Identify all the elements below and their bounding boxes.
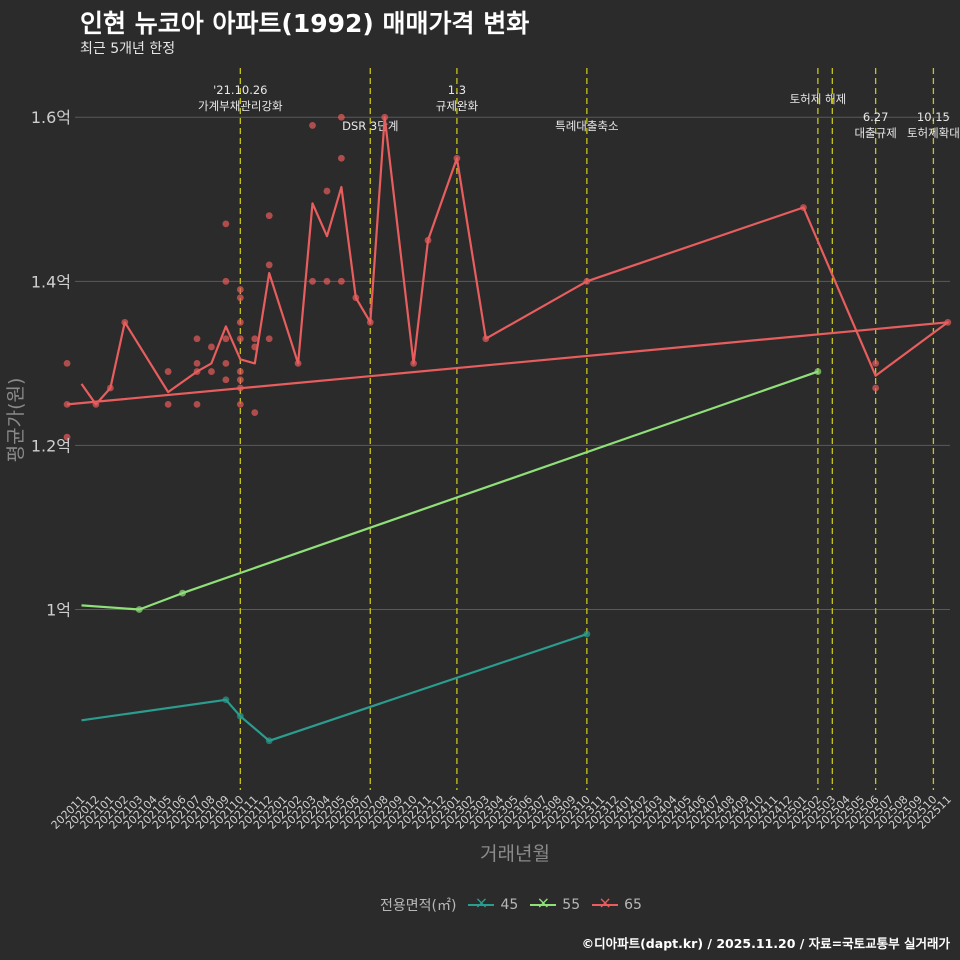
data-point xyxy=(265,212,273,220)
chart-subtitle: 최근 5개년 한정 xyxy=(80,41,176,57)
data-point xyxy=(236,400,244,408)
data-point xyxy=(309,122,316,129)
data-point xyxy=(337,277,345,285)
event-label: 특례대출축소 xyxy=(555,119,618,133)
event-label: 토허제확대 xyxy=(907,126,960,140)
data-point xyxy=(251,335,259,343)
data-point xyxy=(251,409,259,416)
event-label: 10.15 xyxy=(917,110,950,124)
y-tick-label: 1.6억 xyxy=(31,108,71,127)
event-label: 1.3 xyxy=(448,83,466,97)
data-point xyxy=(323,277,331,285)
legend-key: × xyxy=(590,893,620,915)
legend-label: 45 xyxy=(500,897,519,913)
y-axis-title: 평균가(원) xyxy=(5,378,27,463)
series-55 xyxy=(81,368,822,613)
source-caption: ©디아파트(dapt.kr) / 2025.11.20 / 자료=국토교통부 실… xyxy=(581,936,950,951)
data-point xyxy=(236,286,244,293)
data-point xyxy=(164,368,172,375)
event-label: 6.27 xyxy=(863,110,889,124)
event-label: 토허제 해제 xyxy=(790,92,847,106)
data-point xyxy=(236,318,244,326)
data-point xyxy=(236,368,244,375)
data-point xyxy=(236,335,244,343)
chart-title: 인현 뉴코아 아파트(1992) 매매가격 변화 xyxy=(80,9,530,38)
event-label: 규제완화 xyxy=(436,99,479,113)
data-point xyxy=(63,433,71,441)
data-point xyxy=(872,384,880,392)
data-point xyxy=(193,359,201,367)
legend-item-65: × 65 xyxy=(590,893,642,915)
legend-label: 55 xyxy=(562,897,581,913)
y-tick-label: 1.2억 xyxy=(31,436,71,455)
data-point xyxy=(265,261,273,269)
series-45 xyxy=(81,630,591,745)
data-point xyxy=(222,220,230,228)
legend-title: 전용면적(㎡) xyxy=(380,898,457,914)
legend-item-55: × 55 xyxy=(528,893,581,915)
event-label: 대출규제 xyxy=(854,126,896,140)
series-line xyxy=(66,116,949,406)
legend: 전용면적(㎡) × 45 × 55 × 65 xyxy=(380,893,652,915)
data-point xyxy=(236,376,244,384)
data-point xyxy=(63,400,71,408)
y-tick-label: 1.4억 xyxy=(31,272,71,291)
legend-key: × xyxy=(466,893,496,915)
data-point xyxy=(193,400,201,408)
data-point xyxy=(193,335,201,343)
data-point xyxy=(208,343,215,351)
data-point xyxy=(164,400,172,408)
data-point xyxy=(63,359,71,367)
data-point xyxy=(337,154,345,162)
series-line xyxy=(81,633,588,742)
data-point xyxy=(337,113,345,121)
data-point xyxy=(309,277,316,285)
series-line xyxy=(81,370,819,611)
event-label: 가계부채관리강화 xyxy=(198,99,283,113)
series-65 xyxy=(63,113,952,441)
data-point xyxy=(872,359,880,367)
legend-key: × xyxy=(528,893,558,915)
x-axis-title: 거래년월 xyxy=(480,843,550,865)
data-point xyxy=(222,335,230,343)
event-label: DSR 3단계 xyxy=(342,119,398,133)
data-point xyxy=(236,294,244,302)
legend-label: 65 xyxy=(624,897,642,913)
data-point xyxy=(222,376,230,384)
data-point xyxy=(222,277,230,285)
data-point xyxy=(208,368,215,375)
legend-item-45: × 45 xyxy=(466,893,519,915)
data-point xyxy=(265,335,273,343)
data-point xyxy=(323,187,331,195)
event-label: '21.10.26 xyxy=(213,83,267,97)
data-point xyxy=(222,359,230,367)
y-tick-label: 1억 xyxy=(46,601,71,620)
